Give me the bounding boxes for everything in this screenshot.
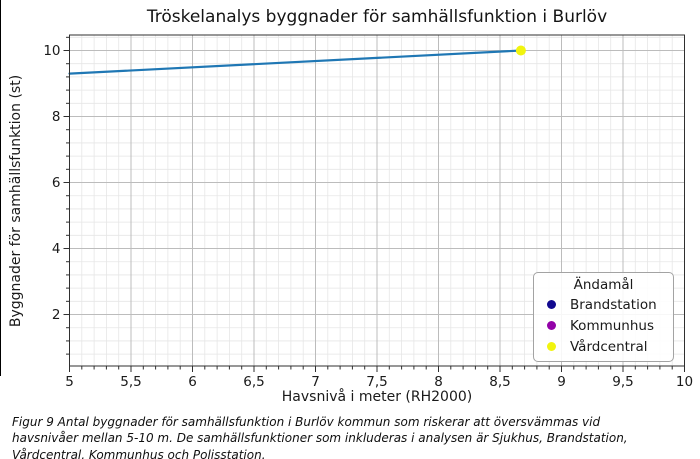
x-axis-label: Havsnivå i meter (RH2000) [281,389,473,405]
scatter-point-vardcentral [515,45,526,56]
y-tick-label: 2 [52,307,61,323]
y-tick-label: 4 [52,241,61,257]
legend-marker-icon [547,342,556,351]
legend-item-kommunhus: Kommunhus [534,315,673,336]
legend-item-brandstation: Brandstation [534,294,673,315]
legend: Ändamål Brandstation Kommunhus Vårdcentral [533,272,674,362]
legend-items: Brandstation Kommunhus Vårdcentral [534,294,673,357]
x-tick-label: 5,5 [120,374,141,390]
tick-labels: 5 5,5 6 6,5 7 7,5 8 8,5 9 9,5 10 2 4 6 8 10 [43,43,693,390]
y-tick-label: 6 [52,175,61,191]
x-tick-label: 6 [188,374,197,390]
x-tick-label: 5 [65,374,74,390]
legend-item-label: Vårdcentral [570,338,648,355]
window-left-edge [0,0,1,376]
legend-item-v-rdcentral: Vårdcentral [534,336,673,357]
x-tick-label: 8,5 [489,374,510,390]
threshold-line [68,49,523,75]
y-tick-label: 8 [52,109,61,125]
y-tick-label: 10 [43,43,60,59]
x-tick-label: 7 [311,374,320,390]
legend-marker-icon [547,300,556,309]
tick-marks [63,36,685,372]
x-tick-label: 9 [557,374,566,390]
legend-item-label: Kommunhus [570,317,654,334]
axes-spines [69,34,685,367]
x-tick-label: 9,5 [612,374,633,390]
x-tick-label: 10 [676,374,693,390]
legend-item-label: Brandstation [570,296,657,313]
data-layer [68,45,526,75]
legend-title: Ändamål [573,277,634,293]
x-tick-label: 8 [434,374,443,390]
x-tick-label: 7,5 [366,374,387,390]
legend-marker-icon [547,321,556,330]
chart-title: Tröskelanalys byggnader för samhällsfunk… [146,7,608,27]
x-tick-label: 6,5 [243,374,264,390]
figure-caption: Figur 9 Antal byggnader för samhällsfunk… [12,415,628,459]
